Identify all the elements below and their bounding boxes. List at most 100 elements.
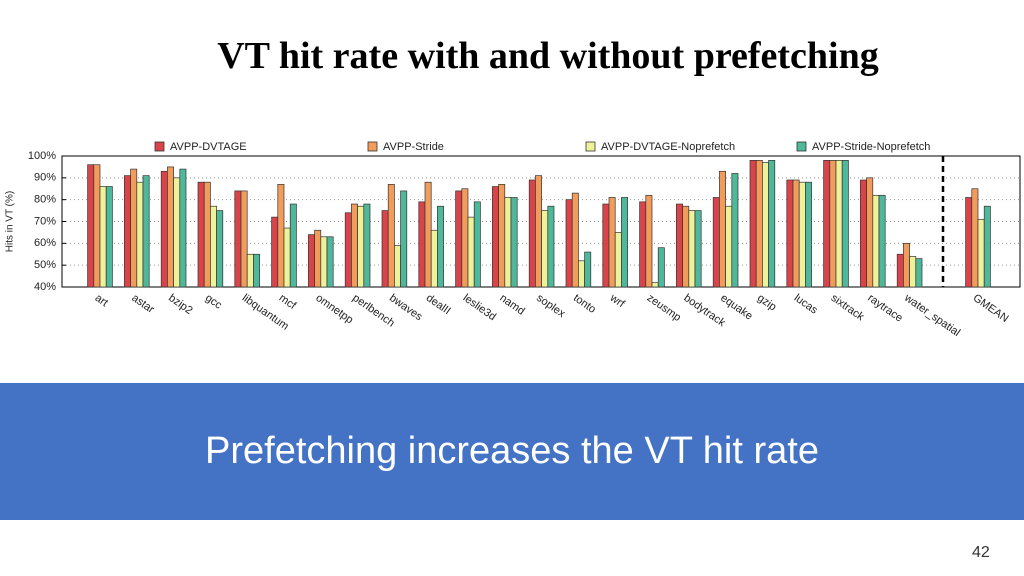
chart: Hits in VT (%) 40% 50% 60% 70% 80% 90% 100% AVPP… bbox=[5, 141, 1021, 339]
bar bbox=[657, 247, 665, 288]
legend-label: AVPP-DVTAGE-Noprefetch bbox=[601, 141, 735, 153]
bar bbox=[418, 201, 426, 288]
legend-swatch bbox=[585, 141, 596, 152]
bar bbox=[173, 177, 181, 288]
bar bbox=[234, 190, 242, 288]
bar bbox=[289, 203, 297, 288]
bar bbox=[965, 197, 973, 288]
bar bbox=[528, 179, 536, 288]
bar bbox=[860, 179, 867, 288]
legend-swatch bbox=[796, 141, 807, 152]
bar bbox=[712, 197, 720, 288]
bar bbox=[651, 282, 659, 288]
bar bbox=[308, 234, 315, 288]
x-tick-label: soplex bbox=[534, 292, 567, 320]
bar bbox=[467, 216, 475, 288]
bar bbox=[240, 190, 248, 288]
bar bbox=[197, 181, 205, 288]
bar bbox=[565, 199, 573, 288]
x-tick-label: omnetpp bbox=[313, 292, 355, 326]
bar bbox=[87, 164, 95, 288]
bar bbox=[210, 205, 217, 288]
bar bbox=[694, 210, 702, 288]
bar bbox=[473, 201, 481, 288]
x-tick-label: zeusmp bbox=[645, 292, 683, 324]
bar bbox=[430, 229, 438, 288]
bar bbox=[983, 205, 991, 288]
bar bbox=[283, 227, 291, 288]
bar bbox=[99, 186, 107, 288]
bar bbox=[805, 181, 812, 288]
bar bbox=[676, 203, 683, 288]
bar bbox=[142, 175, 150, 288]
bar bbox=[725, 205, 733, 288]
bar bbox=[387, 184, 395, 288]
bar bbox=[903, 242, 910, 288]
bar bbox=[719, 170, 726, 288]
bar bbox=[498, 184, 506, 288]
bar bbox=[541, 210, 549, 288]
bar bbox=[344, 212, 352, 288]
bar bbox=[136, 181, 144, 288]
x-tick-label: bzip2 bbox=[166, 292, 194, 317]
x-tick-label: tonto bbox=[571, 292, 598, 316]
x-tick-label: water_spatial bbox=[901, 291, 962, 339]
bar bbox=[203, 181, 211, 288]
bar bbox=[798, 181, 806, 288]
x-tick-label: astar bbox=[129, 292, 156, 316]
x-tick-label: namd bbox=[497, 292, 526, 318]
legend-swatch bbox=[154, 141, 165, 152]
y-axis-label: Hits in VT (%) bbox=[5, 191, 16, 253]
bar bbox=[755, 160, 763, 288]
x-tick-label: gcc bbox=[203, 292, 224, 312]
bar bbox=[455, 190, 463, 288]
bar bbox=[351, 203, 358, 288]
bar bbox=[320, 236, 328, 288]
bar bbox=[216, 210, 224, 288]
bar bbox=[639, 201, 647, 288]
bar bbox=[971, 188, 979, 288]
bar bbox=[762, 162, 769, 288]
bar bbox=[835, 160, 843, 288]
y-tick-label: 80% bbox=[34, 194, 56, 206]
bar bbox=[179, 168, 187, 288]
bar bbox=[602, 203, 610, 288]
bar bbox=[547, 205, 555, 288]
bar bbox=[614, 232, 622, 288]
bar bbox=[167, 166, 174, 288]
bar bbox=[578, 260, 585, 288]
bar bbox=[124, 175, 131, 288]
bar bbox=[823, 160, 831, 288]
bar bbox=[246, 253, 254, 288]
bar bbox=[510, 197, 518, 288]
bar bbox=[535, 175, 542, 288]
bar bbox=[424, 181, 432, 288]
bar bbox=[105, 186, 113, 288]
bar bbox=[786, 179, 794, 288]
bar bbox=[829, 160, 837, 288]
bar bbox=[688, 210, 696, 288]
x-tick-label: sixtrack bbox=[829, 292, 867, 323]
bar bbox=[866, 177, 874, 288]
legend-label: AVPP-DVTAGE bbox=[170, 141, 247, 153]
bar bbox=[437, 205, 444, 288]
x-tick-label: art bbox=[93, 292, 110, 309]
y-tick-label: 90% bbox=[34, 172, 56, 184]
bar bbox=[363, 203, 371, 288]
bar bbox=[504, 197, 512, 288]
x-tick-label: leslie3d bbox=[461, 292, 498, 323]
bar bbox=[314, 229, 322, 288]
slide-title: VT hit rate with and without prefetching bbox=[217, 35, 879, 77]
x-tick-label: GMEAN bbox=[971, 292, 1011, 325]
bar bbox=[909, 256, 917, 288]
bar bbox=[130, 168, 138, 288]
bar bbox=[461, 188, 469, 288]
bar bbox=[621, 197, 628, 288]
bar bbox=[271, 216, 279, 288]
banner-text: Prefetching increases the VT hit rate bbox=[205, 430, 819, 472]
x-tick-label: raytrace bbox=[865, 292, 904, 325]
legend-label: AVPP-Stride-Noprefetch bbox=[812, 141, 930, 153]
x-tick-label: dealII bbox=[424, 292, 453, 317]
bar bbox=[400, 190, 408, 288]
